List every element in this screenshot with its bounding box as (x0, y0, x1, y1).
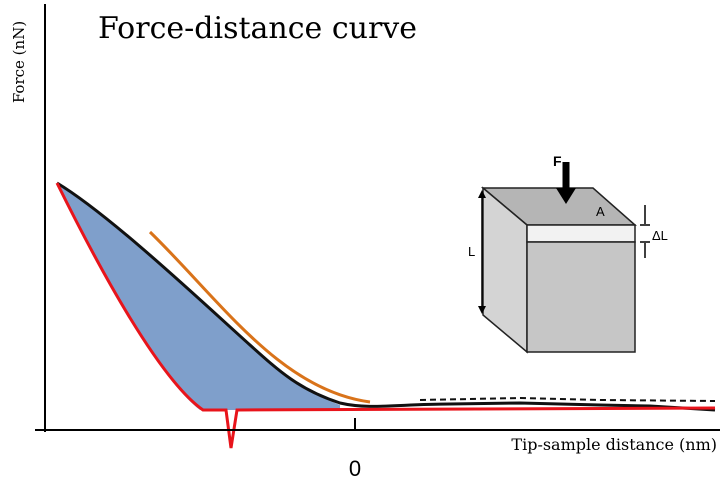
delta-length-label: ΔL (652, 228, 668, 243)
x-tick-label: 0 (349, 456, 361, 481)
approach-curve-dashed (419, 396, 716, 402)
length-label: L (468, 244, 475, 259)
approach-curve (56, 181, 716, 412)
length-arrowhead (478, 306, 486, 314)
title: Force-distance curve (98, 11, 417, 46)
fit-curve (148, 230, 371, 404)
x-axis-label: Tip-sample distance (nm) (511, 435, 717, 454)
retract-curve (55, 182, 716, 449)
inset (478, 162, 650, 354)
force-label: F (553, 153, 562, 169)
cube-slab (526, 224, 636, 243)
length-arrowhead (478, 190, 486, 198)
cube-front (526, 241, 636, 353)
adhesion-area (57, 183, 340, 410)
y-axis-label: Force (nN) (10, 21, 28, 103)
force-arrowhead (556, 188, 576, 204)
area-label: A (596, 204, 605, 219)
